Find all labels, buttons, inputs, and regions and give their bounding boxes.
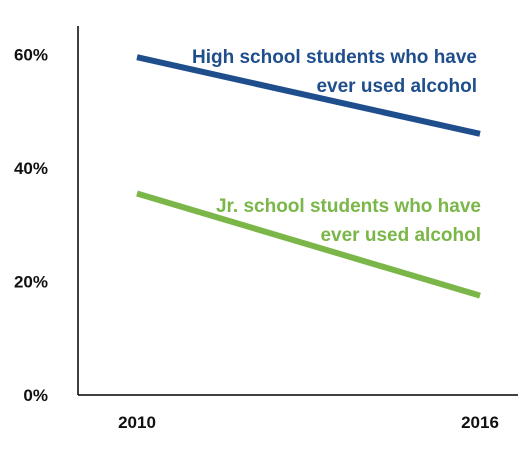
series-labels: High school students who have ever used a… — [192, 47, 481, 246]
series-lines — [136, 54, 481, 299]
y-tick-label: 20% — [14, 272, 48, 291]
y-tick-label: 0% — [23, 386, 48, 405]
series-label-jr-school: ever used alcohol — [320, 225, 481, 246]
series-line-high-school — [136, 54, 481, 137]
y-tick-labels: 0% 20% 40% 60% — [14, 45, 48, 405]
x-tick-label: 2016 — [461, 413, 499, 432]
series-line-jr-school — [136, 190, 481, 299]
series-label-high-school: ever used alcohol — [316, 76, 477, 97]
series-label-jr-school: Jr. school students who have — [216, 196, 481, 217]
y-tick-label: 40% — [14, 159, 48, 178]
series-label-high-school: High school students who have — [192, 47, 477, 68]
y-tick-label: 60% — [14, 45, 48, 64]
x-tick-label: 2010 — [118, 413, 156, 432]
x-tick-labels: 2010 2016 — [118, 413, 499, 432]
